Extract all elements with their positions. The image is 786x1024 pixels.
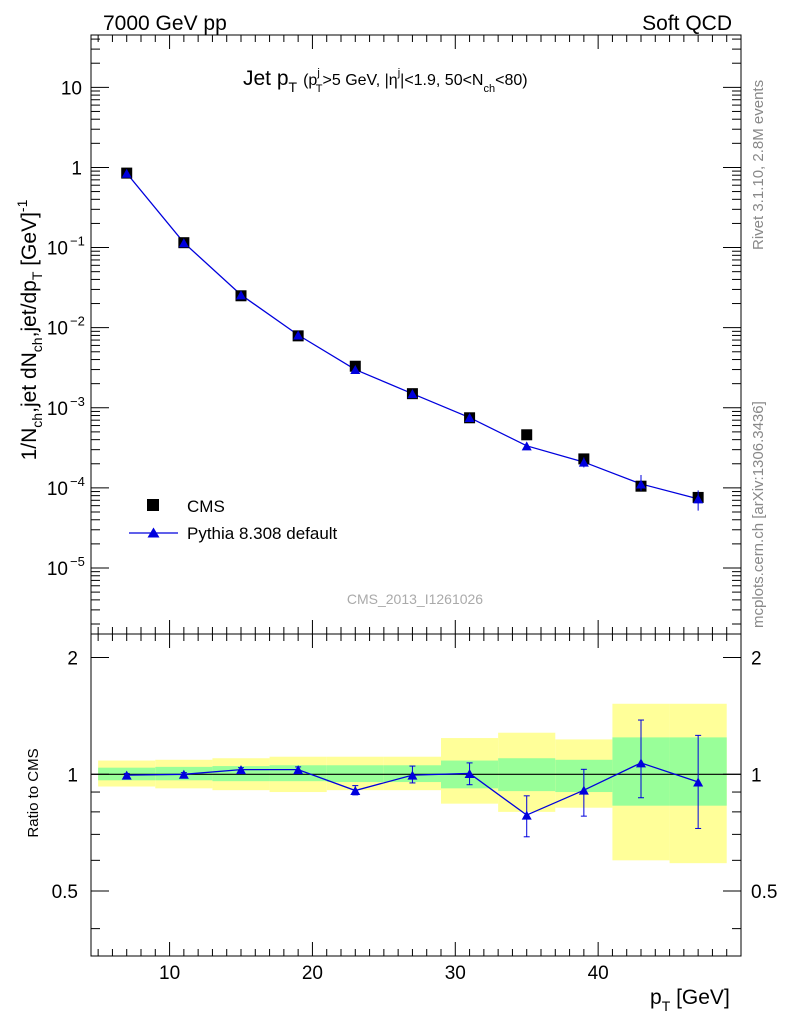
ratio-y-tick-label: 2 bbox=[67, 649, 78, 670]
ratio-green-band bbox=[326, 765, 384, 783]
main-y-tick-label: 10 bbox=[47, 479, 68, 500]
ratio-mc-point bbox=[121, 770, 132, 780]
x-tick-label: 20 bbox=[302, 963, 323, 984]
ratio-mc-point bbox=[407, 770, 418, 780]
ratio-mc-point bbox=[464, 768, 475, 778]
x-tick-label: 30 bbox=[445, 963, 466, 984]
x-tick-label: 10 bbox=[159, 963, 180, 984]
legend: CMS Pythia 8.308 default bbox=[129, 497, 338, 543]
cms-point bbox=[521, 429, 533, 441]
mc-point bbox=[121, 168, 132, 178]
ratio-mc-point bbox=[693, 777, 704, 787]
main-y-tick-label: 10 bbox=[47, 399, 68, 420]
main-data-marks bbox=[121, 167, 704, 511]
legend-cms-label: CMS bbox=[187, 497, 225, 516]
main-y-tick-exponent: −5 bbox=[70, 554, 85, 569]
x-axis-label: pT [GeV] bbox=[650, 986, 730, 1014]
ratio-y-axis-label: Ratio to CMS bbox=[25, 748, 42, 837]
mc-point bbox=[350, 365, 361, 375]
mc-point bbox=[578, 457, 589, 467]
mc-point bbox=[521, 441, 532, 451]
ratio-mc-point bbox=[350, 786, 361, 796]
main-title: Jet pT (pj T>5 GeV, |ηj|<1.9, 50<Nch<80) bbox=[243, 67, 528, 95]
x-tick-label: 40 bbox=[588, 963, 609, 984]
main-y-tick-label: 10 bbox=[47, 559, 68, 580]
mc-point bbox=[293, 330, 304, 340]
analysis-watermark: CMS_2013_I1261026 bbox=[347, 591, 483, 607]
ratio-data-marks bbox=[121, 719, 704, 838]
ratio-y-tick-label-right: 1 bbox=[751, 765, 762, 786]
ratio-mc-point bbox=[236, 765, 246, 775]
legend-mc-marker bbox=[147, 527, 160, 538]
mc-point bbox=[693, 494, 704, 504]
main-y-axis-label: 1/Nch,jet dNch,jet/dpT [GeV]-1 bbox=[14, 199, 45, 460]
ratio-mc-point bbox=[521, 810, 532, 820]
mc-point bbox=[407, 389, 418, 399]
ratio-mc-point bbox=[293, 765, 304, 775]
mc-point bbox=[636, 479, 646, 489]
legend-mc-label: Pythia 8.308 default bbox=[187, 524, 338, 543]
main-y-tick-exponent: −3 bbox=[70, 394, 85, 409]
mc-point bbox=[464, 413, 475, 423]
ratio-y-tick-label: 0.5 bbox=[52, 882, 78, 903]
ratio-y-tick-label-right: 2 bbox=[751, 649, 762, 670]
main-y-tick-exponent: −1 bbox=[70, 234, 85, 249]
mc-point bbox=[178, 238, 189, 248]
ratio-mc-point bbox=[178, 769, 189, 779]
legend-cms-marker bbox=[147, 499, 159, 511]
main-y-tick-exponent: −2 bbox=[70, 314, 85, 329]
main-y-tick-label: 10 bbox=[47, 319, 68, 340]
main-y-tick-label: 1 bbox=[71, 158, 82, 179]
main-y-tick-label: 10 bbox=[61, 78, 82, 99]
ratio-axes: 10 20 30 40 2 2 1 1 0.5 0.5 bbox=[52, 633, 777, 984]
mc-point bbox=[236, 290, 246, 300]
mcplots-label: mcplots.cern.ch [arXiv:1306.3436] bbox=[750, 401, 767, 628]
header-left: 7000 GeV pp bbox=[103, 12, 227, 35]
ratio-y-tick-label-right: 0.5 bbox=[751, 882, 777, 903]
main-frame bbox=[90, 34, 742, 635]
main-y-tick-label: 10 bbox=[47, 239, 68, 260]
mc-line bbox=[126, 172, 699, 500]
ratio-y-tick-label: 1 bbox=[67, 765, 78, 786]
rivet-label: Rivet 3.1.10, 2.8M events bbox=[750, 80, 767, 250]
ratio-frame bbox=[90, 633, 742, 957]
header-right: Soft QCD bbox=[642, 12, 732, 35]
ratio-bands bbox=[91, 703, 741, 864]
main-y-tick-exponent: −4 bbox=[70, 474, 85, 489]
ratio-mc-point bbox=[636, 758, 646, 768]
ratio-mc-point bbox=[578, 785, 589, 795]
